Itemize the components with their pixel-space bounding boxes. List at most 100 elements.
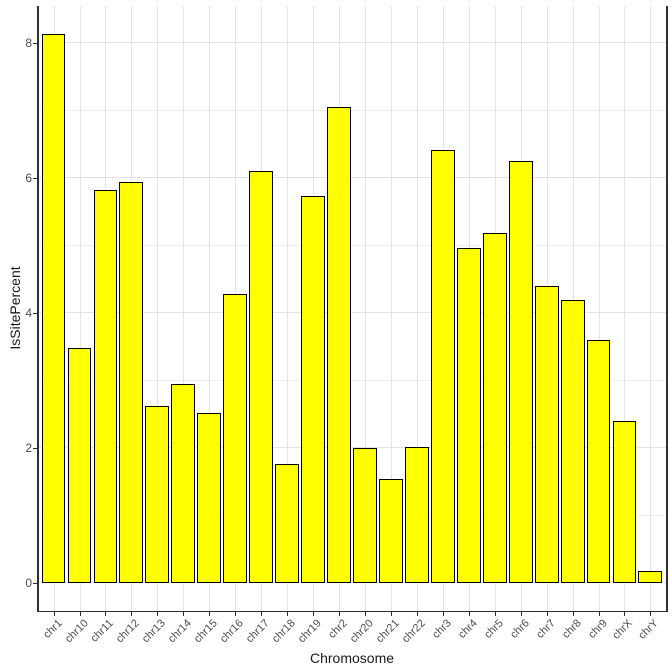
y-tick-label-4: 4 [25,306,32,321]
bar-chr1 [41,34,66,584]
bar-chr15 [197,413,222,584]
bar-chr11 [93,189,118,584]
x-tick-label-chr6: chr6 [507,617,532,641]
x-tick-mark [494,612,496,616]
bar-chr20 [353,448,377,584]
grid-vline-chr18 [287,6,289,611]
x-tick-label-chr11: chr11 [88,617,117,645]
x-tick-label-chr15: chr15 [192,617,221,646]
x-tick-mark [442,612,444,616]
bar-chr12 [119,182,144,584]
x-tick-mark [468,612,470,616]
bar-chr2 [327,106,351,584]
y-tick-mark [33,43,37,45]
x-tick-mark [79,612,81,616]
y-tick-label-8: 8 [25,36,32,51]
bar-chrX [612,420,637,584]
x-tick-label-chr18: chr18 [269,617,298,646]
y-axis-title: IsSitePercent [7,266,23,350]
y-tick-mark [33,583,37,585]
bar-chr9 [586,339,611,584]
x-tick-label-chr4: chr4 [455,617,480,641]
grid-vline-chr14 [183,6,185,611]
x-tick-label-chr5: chr5 [481,617,506,641]
x-tick-mark [416,612,418,616]
x-tick-label-chr17: chr17 [243,617,272,646]
x-tick-mark [339,612,341,616]
x-tick-label-chr10: chr10 [62,617,91,646]
x-tick-mark [598,612,600,616]
x-axis-line [37,610,667,612]
x-tick-mark [572,612,574,616]
x-tick-mark [390,612,392,616]
x-tick-mark [157,612,159,616]
x-tick-mark [520,612,522,616]
grid-major-line [38,177,666,179]
x-tick-label-chr16: chr16 [218,617,246,646]
grid-vline-chr21 [390,6,392,611]
x-axis-title: Chromosome [309,650,395,666]
grid-minor-line [38,379,666,381]
x-tick-label-chr22: chr22 [399,617,428,646]
x-tick-mark [131,612,133,616]
bar-chr18 [275,463,300,584]
x-tick-mark [313,612,315,616]
bar-chr10 [67,347,92,584]
bar-chr8 [560,299,585,584]
x-tick-mark [235,612,237,616]
x-tick-mark [183,612,185,616]
y-tick-mark [33,448,37,450]
grid-vline-chrX [624,6,626,611]
right-panel-border [665,6,668,612]
grid-major-line [38,42,666,44]
grid-vline-chr22 [416,6,418,611]
x-tick-mark [287,612,289,616]
y-tick-label-6: 6 [25,171,32,186]
x-tick-label-chr20: chr20 [347,617,376,646]
x-tick-label-chr13: chr13 [140,617,169,646]
bar-chr21 [378,478,403,584]
bar-chr19 [301,195,325,584]
x-tick-label-chrX: chrX [610,617,636,642]
x-tick-label-chr14: chr14 [166,617,195,646]
grid-minor-line [38,514,666,516]
bar-chr14 [171,384,196,584]
grid-vline-chr15 [209,6,211,611]
bar-chrY [638,570,663,584]
y-tick-label-0: 0 [25,576,32,591]
bar-chr4 [456,247,481,584]
bar-chr7 [534,286,559,584]
x-tick-mark [53,612,55,616]
grid-vline-chrY [650,6,652,611]
y-tick-mark [33,178,37,180]
grid-major-line [38,582,666,584]
grid-minor-line [38,244,666,246]
x-tick-label-chr8: chr8 [559,617,584,641]
bar-chr13 [145,406,170,584]
grid-major-line [38,447,666,449]
grid-vline-chr13 [157,6,159,611]
x-tick-label-chr9: chr9 [585,617,610,641]
bar-chr6 [508,160,533,584]
bar-chr5 [482,232,507,584]
plot-panel [38,6,666,611]
x-tick-label-chr7: chr7 [533,617,558,641]
x-tick-mark [261,612,263,616]
x-tick-mark [209,612,211,616]
x-tick-mark [624,612,626,616]
x-tick-label-chr21: chr21 [373,617,402,646]
grid-vline-chr9 [598,6,600,611]
bar-chr16 [223,293,248,584]
y-tick-mark [33,313,37,315]
y-axis-line [37,6,39,611]
bar-chr3 [430,149,455,584]
bar-chr22 [404,446,429,584]
x-tick-label-chr3: chr3 [429,617,454,641]
x-tick-mark [364,612,366,616]
grid-minor-line [38,109,666,111]
x-tick-mark [650,612,652,616]
x-tick-label-chrY: chrY [636,617,662,642]
grid-vline-chr10 [79,6,81,611]
grid-major-line [38,312,666,314]
